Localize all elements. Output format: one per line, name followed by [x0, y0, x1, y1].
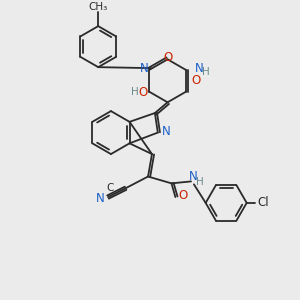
Text: N: N: [194, 61, 203, 75]
Text: N: N: [162, 125, 171, 138]
Text: N: N: [96, 193, 105, 206]
Text: C: C: [106, 183, 114, 193]
Text: O: O: [178, 189, 188, 202]
Text: H: H: [202, 67, 210, 77]
Text: N: N: [140, 61, 148, 75]
Text: O: O: [139, 86, 148, 99]
Text: O: O: [191, 74, 201, 87]
Text: Cl: Cl: [257, 196, 269, 209]
Text: H: H: [196, 177, 204, 188]
Text: N: N: [189, 170, 197, 183]
Text: H: H: [131, 87, 139, 97]
Text: O: O: [164, 51, 173, 64]
Text: CH₃: CH₃: [88, 2, 108, 12]
